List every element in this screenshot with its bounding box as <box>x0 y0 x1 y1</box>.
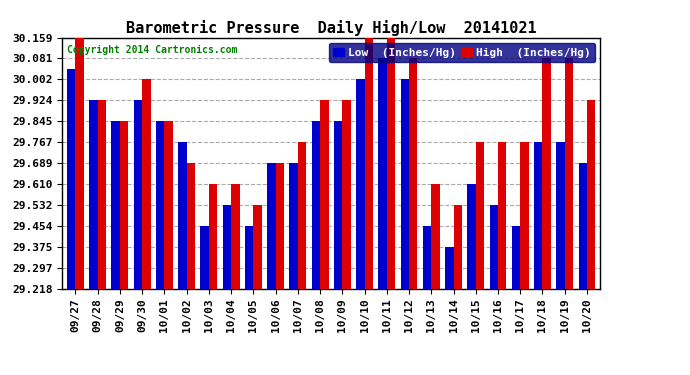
Bar <box>409 58 417 289</box>
Bar <box>512 226 520 289</box>
Bar <box>498 142 506 289</box>
Bar <box>223 205 231 289</box>
Bar <box>75 38 84 289</box>
Bar <box>453 205 462 289</box>
Bar <box>520 142 529 289</box>
Bar <box>289 163 298 289</box>
Bar <box>556 142 564 289</box>
Legend: Low  (Inches/Hg), High  (Inches/Hg): Low (Inches/Hg), High (Inches/Hg) <box>328 43 595 62</box>
Bar <box>342 100 351 289</box>
Title: Barometric Pressure  Daily High/Low  20141021: Barometric Pressure Daily High/Low 20141… <box>126 20 537 36</box>
Text: Copyright 2014 Cartronics.com: Copyright 2014 Cartronics.com <box>68 45 238 55</box>
Bar <box>275 163 284 289</box>
Bar <box>578 163 587 289</box>
Bar <box>298 142 306 289</box>
Bar <box>489 205 498 289</box>
Bar <box>564 58 573 289</box>
Bar <box>356 80 364 289</box>
Bar <box>156 122 164 289</box>
Bar <box>423 226 431 289</box>
Bar <box>587 100 595 289</box>
Bar <box>320 100 328 289</box>
Bar <box>401 80 409 289</box>
Bar <box>200 226 209 289</box>
Bar <box>209 184 217 289</box>
Bar <box>364 38 373 289</box>
Bar <box>387 38 395 289</box>
Bar <box>445 247 453 289</box>
Bar <box>231 184 239 289</box>
Bar <box>120 122 128 289</box>
Bar <box>312 122 320 289</box>
Bar <box>89 100 98 289</box>
Bar <box>112 122 120 289</box>
Bar <box>98 100 106 289</box>
Bar <box>67 69 75 289</box>
Bar <box>142 80 150 289</box>
Bar <box>542 58 551 289</box>
Bar <box>431 184 440 289</box>
Bar <box>267 163 275 289</box>
Bar <box>467 184 476 289</box>
Bar <box>334 122 342 289</box>
Bar <box>476 142 484 289</box>
Bar <box>178 142 186 289</box>
Bar <box>378 58 387 289</box>
Bar <box>134 100 142 289</box>
Bar <box>253 205 262 289</box>
Bar <box>245 226 253 289</box>
Bar <box>534 142 542 289</box>
Bar <box>186 163 195 289</box>
Bar <box>164 122 173 289</box>
